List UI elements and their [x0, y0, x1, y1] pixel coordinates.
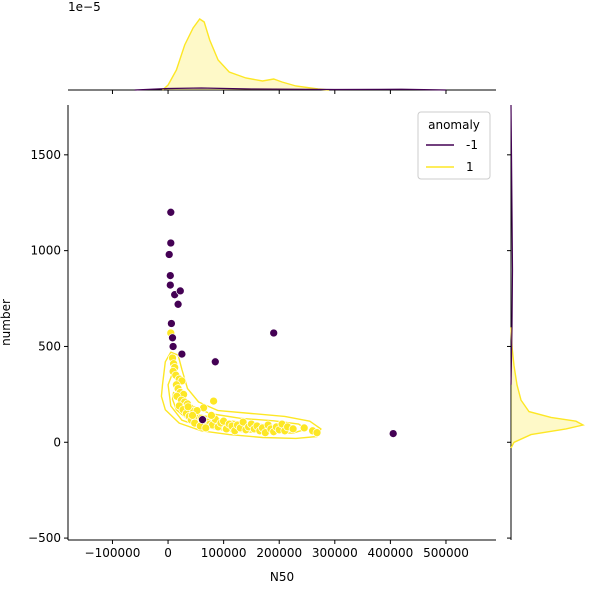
scatter-point — [177, 349, 187, 359]
x-tick-label: 100000 — [201, 546, 247, 560]
main-scatter-axes: −100000 0 100000 200000 300000 400000 500000 −5… — [0, 105, 496, 584]
x-tick-label: 500000 — [423, 546, 469, 560]
scatter-point — [207, 411, 216, 420]
x-tick-label: 400000 — [367, 546, 413, 560]
scatter-point — [168, 342, 178, 351]
y-tick-label: 0 — [53, 435, 61, 449]
right-marginal-kde — [507, 104, 585, 540]
scatter-point — [168, 333, 177, 343]
kde-contour-1 — [160, 351, 322, 440]
x-tick-label: 300000 — [312, 546, 358, 560]
y-tick-label: 500 — [38, 339, 61, 353]
scatter-point — [201, 423, 211, 433]
scatter-point — [164, 250, 174, 259]
x-tick-label: 0 — [164, 546, 172, 560]
scatter-point — [167, 319, 176, 328]
y-tick-label: 1500 — [30, 148, 61, 162]
y-axis-label: number — [0, 299, 13, 346]
legend-title: anomaly — [428, 118, 480, 132]
scatter-point — [209, 396, 218, 406]
scatter-point — [238, 417, 248, 427]
scatter-point — [210, 357, 220, 367]
scatter-point — [312, 428, 322, 438]
right-kde-line-anomaly — [510, 104, 514, 385]
x-tick-label: 200000 — [256, 546, 302, 560]
scatter-point — [299, 423, 309, 433]
legend-label: -1 — [466, 138, 478, 152]
right-kde-line-1 — [510, 327, 585, 449]
scatter-point — [166, 207, 176, 217]
scatter-point — [166, 238, 176, 248]
x-tick-label: −100000 — [85, 546, 141, 560]
right-kde-fill-1 — [511, 327, 583, 448]
scatter-point — [198, 415, 207, 425]
scatter-point — [388, 429, 398, 438]
y-tick-label: 1000 — [30, 244, 61, 258]
scatter-point — [288, 424, 298, 434]
legend: anomaly -1 1 — [417, 111, 491, 180]
y-tick-label: −500 — [28, 531, 61, 545]
top-offset-text: 1e−5 — [68, 0, 101, 14]
scatter-point — [165, 271, 175, 280]
scatter-point — [183, 402, 193, 412]
top-kde-line-anomaly — [134, 87, 447, 91]
scatter-point — [165, 280, 175, 290]
x-axis-label: N50 — [270, 570, 294, 584]
top-kde-fill-1 — [162, 19, 330, 90]
legend-label: 1 — [466, 160, 474, 174]
top-marginal-kde: 1e−5 — [68, 0, 496, 94]
scatter-point — [269, 328, 279, 338]
scatter-point — [175, 286, 185, 296]
scatter-point — [188, 411, 197, 420]
scatter-point — [173, 299, 183, 309]
top-kde-line-1 — [162, 18, 330, 91]
